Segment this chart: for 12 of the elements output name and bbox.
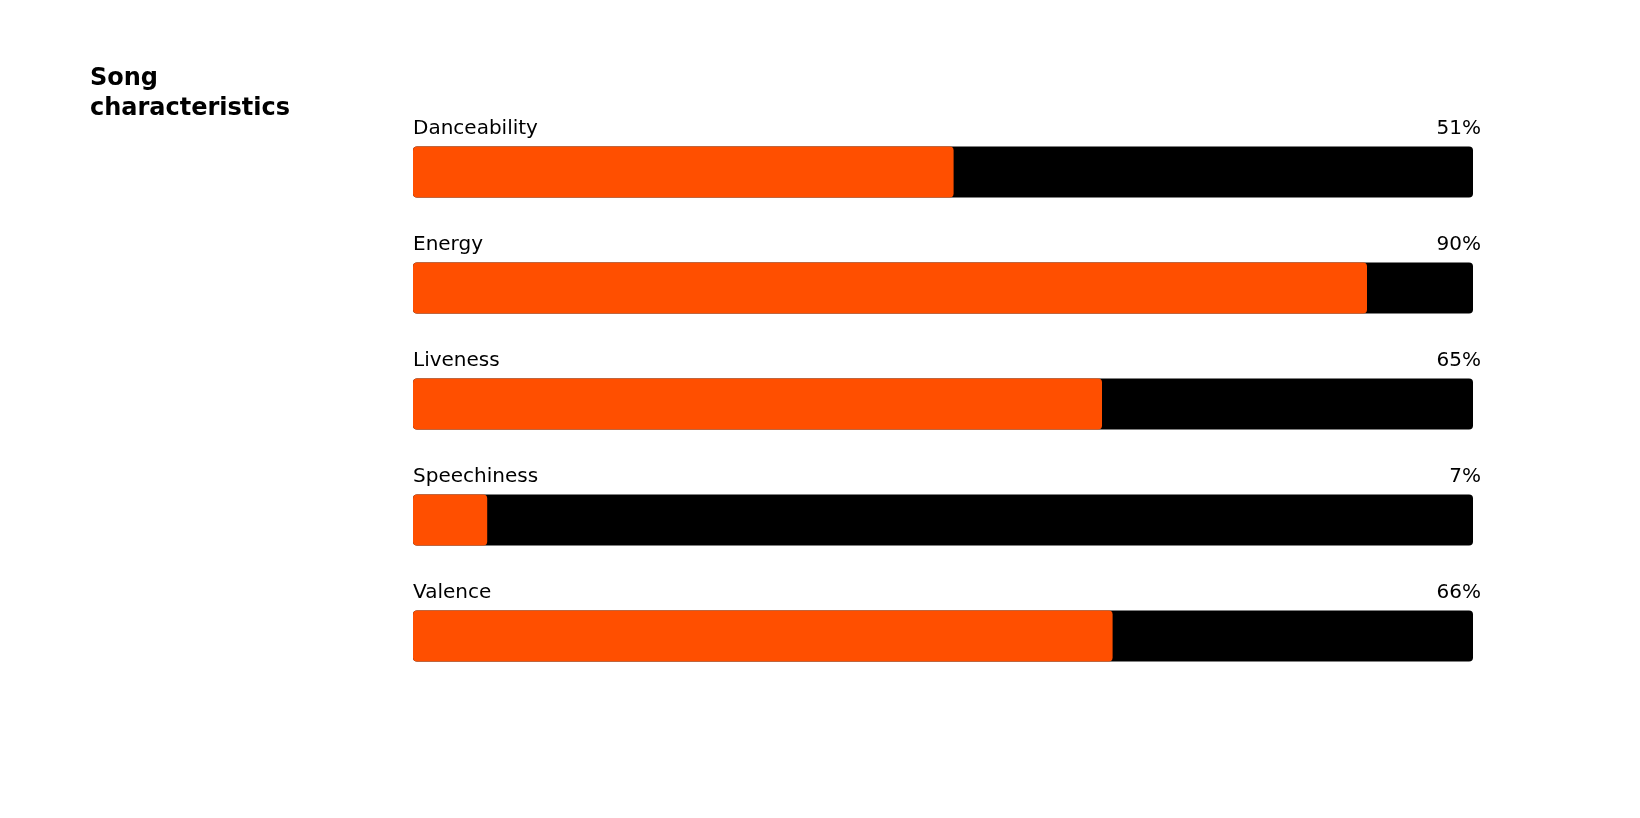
y-tick-label: Danceability — [413, 114, 539, 139]
y-tick-label: Speechiness — [413, 462, 539, 487]
data-label: 7% — [1449, 462, 1481, 487]
text: Song characteristics — [90, 62, 291, 122]
y-tick-label: Energy — [413, 230, 484, 255]
y-tick-label: Liveness — [413, 346, 500, 371]
data-label: 66% — [1436, 578, 1481, 603]
data-label: 90% — [1436, 230, 1481, 255]
data-label: 51% — [1436, 114, 1481, 139]
bar — [413, 494, 488, 546]
data-label: 65% — [1436, 346, 1481, 371]
y-tick-label: Valence — [413, 578, 492, 603]
